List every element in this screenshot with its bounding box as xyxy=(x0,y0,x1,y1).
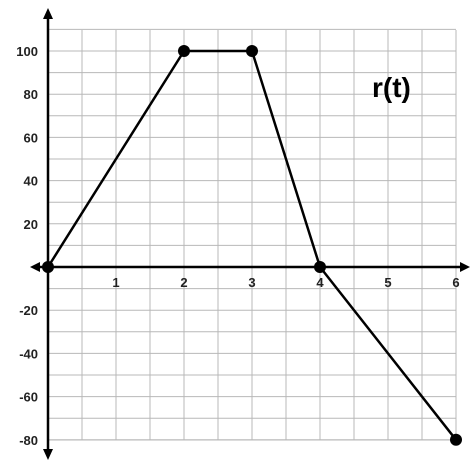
tick-labels: 1 2 3 4 5 6 100 80 60 40 20 -20 -40 -60 -80 xyxy=(16,44,459,448)
data-point xyxy=(42,261,54,273)
y-tick-label: 60 xyxy=(24,130,38,145)
x-tick-label: 4 xyxy=(316,275,324,290)
axes xyxy=(30,8,470,460)
series xyxy=(42,45,462,446)
function-label: r(t) xyxy=(372,72,411,103)
x-axis-arrow-right xyxy=(460,262,470,272)
y-tick-label: 20 xyxy=(24,217,38,232)
x-axis-arrow-left xyxy=(30,262,40,272)
x-tick-label: 5 xyxy=(384,275,391,290)
y-tick-label: -60 xyxy=(19,390,38,405)
data-point xyxy=(178,45,190,57)
x-tick-label: 3 xyxy=(248,275,255,290)
y-axis-arrow-down xyxy=(43,449,53,460)
y-tick-label: -40 xyxy=(19,346,38,361)
x-tick-label: 2 xyxy=(180,275,187,290)
y-tick-label: -20 xyxy=(19,303,38,318)
grid xyxy=(47,28,457,441)
y-tick-label: -80 xyxy=(19,433,38,448)
y-axis-arrow-up xyxy=(43,8,53,19)
data-point xyxy=(450,433,462,446)
y-tick-label: 40 xyxy=(24,174,38,189)
y-tick-label: 80 xyxy=(24,87,38,102)
x-tick-label: 6 xyxy=(452,275,459,290)
x-tick-label: 1 xyxy=(112,275,119,290)
y-tick-label: 100 xyxy=(16,44,38,59)
data-point xyxy=(246,45,258,57)
data-point xyxy=(314,261,326,273)
